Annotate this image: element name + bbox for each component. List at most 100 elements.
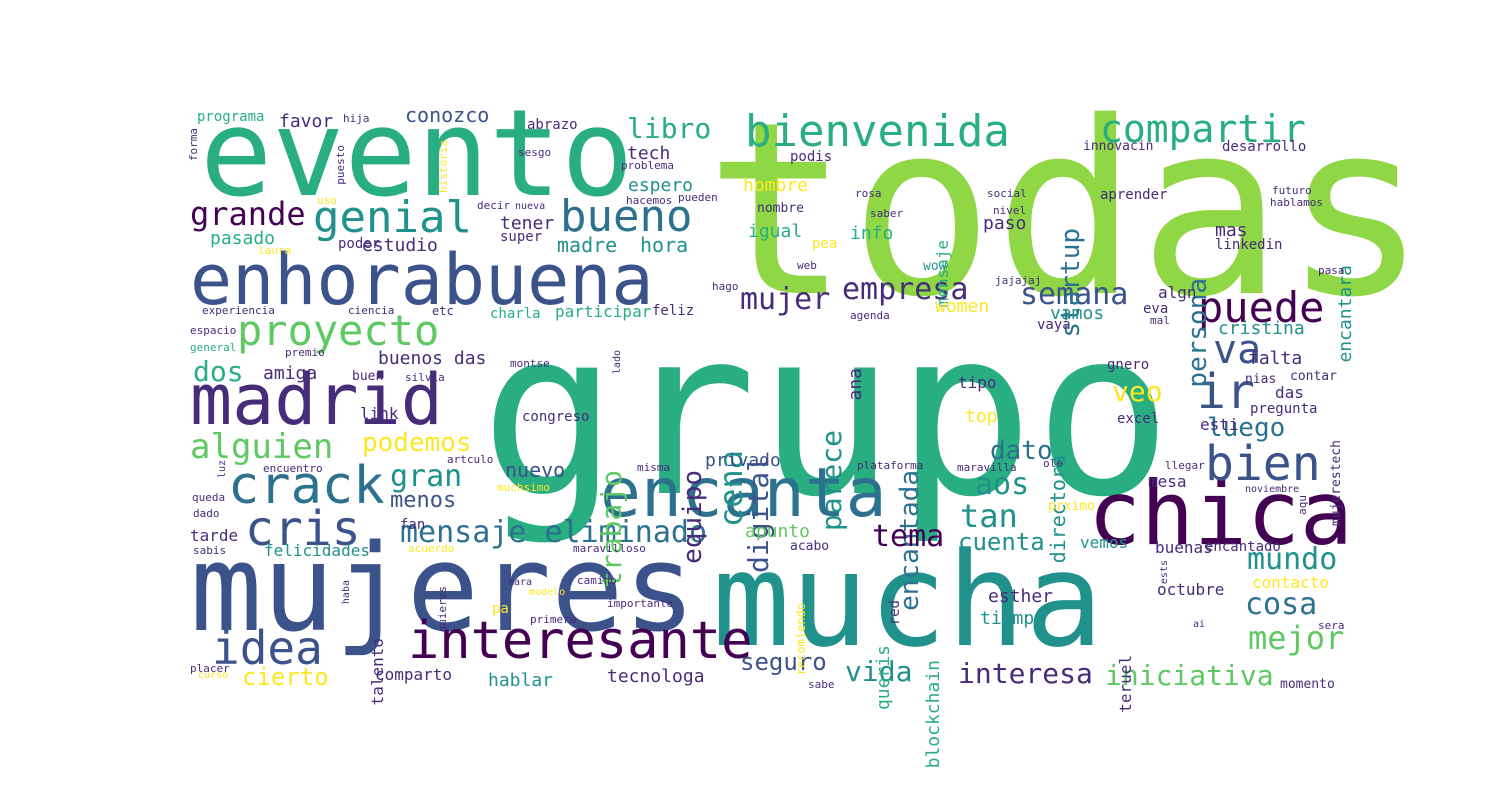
word-encuentro: encuentro [263, 462, 323, 475]
word-charla: charla [490, 306, 541, 322]
word-pasado: pasado [210, 228, 276, 249]
word-experiencia: experiencia [202, 304, 275, 317]
word-bueno: bueno [560, 191, 693, 242]
word-problema: problema [621, 159, 674, 172]
word-info: info [850, 223, 894, 244]
word-mal: mal [1150, 314, 1170, 327]
word-super: super [500, 229, 543, 245]
word-excel: excel [1117, 411, 1160, 427]
word-cristina: cristina [1218, 318, 1305, 339]
word-mucha: mucha [712, 524, 1104, 676]
word-tecnologa: tecnologa [607, 666, 705, 687]
word-vemos: vemos [1080, 533, 1129, 552]
word-futuro: futuro [1272, 184, 1312, 197]
word-interesa: interesa [958, 657, 1093, 690]
word-cuenta: cuenta [958, 528, 1045, 556]
word-sera: sera [1318, 619, 1345, 632]
word-veo: veo [1112, 375, 1163, 408]
word-genial: genial [313, 192, 472, 243]
word-bienvenida: bienvenida [745, 106, 1010, 157]
word-grande: grande [190, 195, 306, 233]
word-puede: puede [1198, 283, 1325, 332]
word-premio: premio [285, 346, 325, 359]
word-ana: ana [845, 368, 866, 401]
word-privado: privado [705, 450, 781, 471]
word-vamos: vamos [1050, 303, 1105, 324]
word-prximo: prximo [1048, 499, 1095, 514]
word-igual: igual [748, 221, 803, 242]
word-hombre: hombre [743, 175, 809, 196]
word-noviembre: noviembre [1245, 484, 1300, 495]
word-ole: ole [1043, 457, 1063, 470]
word-tarde: tarde [190, 526, 239, 545]
word-decir: decir [477, 199, 511, 212]
word-vaya: vaya [1037, 317, 1071, 333]
word-proyecto: proyecto [237, 306, 440, 355]
word-felicidades: felicidades [264, 541, 370, 560]
word-interesante: interesante [408, 611, 753, 671]
word-algn: algn [1158, 283, 1197, 302]
word-bien: bien [1205, 436, 1321, 492]
word-hablar: hablar [488, 670, 554, 691]
word-programa: programa [197, 109, 265, 125]
word-social: social [987, 187, 1027, 200]
word-esther: esther [988, 586, 1054, 607]
word-artculo: artculo [447, 453, 494, 466]
word-hacemos: hacemos [626, 194, 673, 207]
word-camino: camino [577, 574, 617, 587]
word-silvia: silvia [405, 371, 445, 384]
word-red: red [887, 600, 903, 626]
word-link: link [360, 404, 399, 423]
word-buenas: buenas [1155, 538, 1213, 557]
word-crack: crack [228, 456, 385, 516]
word-digital: digital [742, 455, 775, 574]
word-espacio: espacio [190, 324, 237, 337]
word-tipo: tipo [958, 373, 997, 392]
word-hago: hago [712, 280, 739, 293]
word-pasa: pasa [1318, 264, 1345, 277]
word-espero: espero [628, 175, 694, 196]
word-favor: favor [279, 111, 334, 132]
word-mas: mas [1215, 220, 1248, 241]
word-nias: nias [1245, 372, 1277, 387]
word-dato: dato [990, 436, 1053, 466]
word-madre: madre [557, 233, 618, 257]
word-acabo: acabo [790, 539, 830, 554]
word-congreso: congreso [522, 409, 590, 425]
word-curso: curso [198, 670, 229, 681]
word-nombre: nombre [757, 201, 804, 216]
word-hora: hora [640, 233, 689, 257]
word-abrazo: abrazo [527, 117, 578, 133]
word-tener: tener [500, 213, 555, 234]
word-ciencia: ciencia [348, 304, 395, 317]
word-encantara: encantara [1335, 265, 1356, 363]
word-encantado: encantado [1205, 539, 1281, 555]
word-paso: paso [983, 213, 1027, 234]
word-nueva: nueva [515, 201, 546, 212]
word-tema: tema [872, 519, 945, 554]
word-va: va [1213, 327, 1262, 373]
word-sesgo: sesgo [518, 146, 552, 159]
word-parece: parece [815, 430, 848, 532]
word-enhorabuena: enhorabuena [190, 239, 654, 321]
word-montse: montse [510, 357, 550, 370]
word-laura: laura [258, 244, 292, 257]
word-hablamos: hablamos [1270, 196, 1323, 209]
word-trabajo: trabajo [595, 470, 628, 589]
word-acuerdo: acuerdo [408, 542, 455, 555]
word-luego: luego [1207, 413, 1286, 443]
word-todas: todas [705, 70, 1428, 350]
word-semana: semana [1020, 277, 1129, 312]
word-nuevo: nuevo [505, 458, 566, 482]
word-mundo: mundo [1247, 542, 1338, 577]
word-gran: gran [390, 459, 463, 494]
word-lado: lado [612, 350, 623, 375]
word-queda: queda [192, 491, 226, 504]
word-mejor: mejor [1248, 619, 1345, 657]
word-linkedin: linkedin [1215, 237, 1283, 253]
word-general: general [190, 341, 237, 354]
word-maravilloso: maravilloso [573, 542, 646, 555]
word-misma: misma [637, 461, 671, 474]
word-dos: dos [193, 355, 244, 388]
